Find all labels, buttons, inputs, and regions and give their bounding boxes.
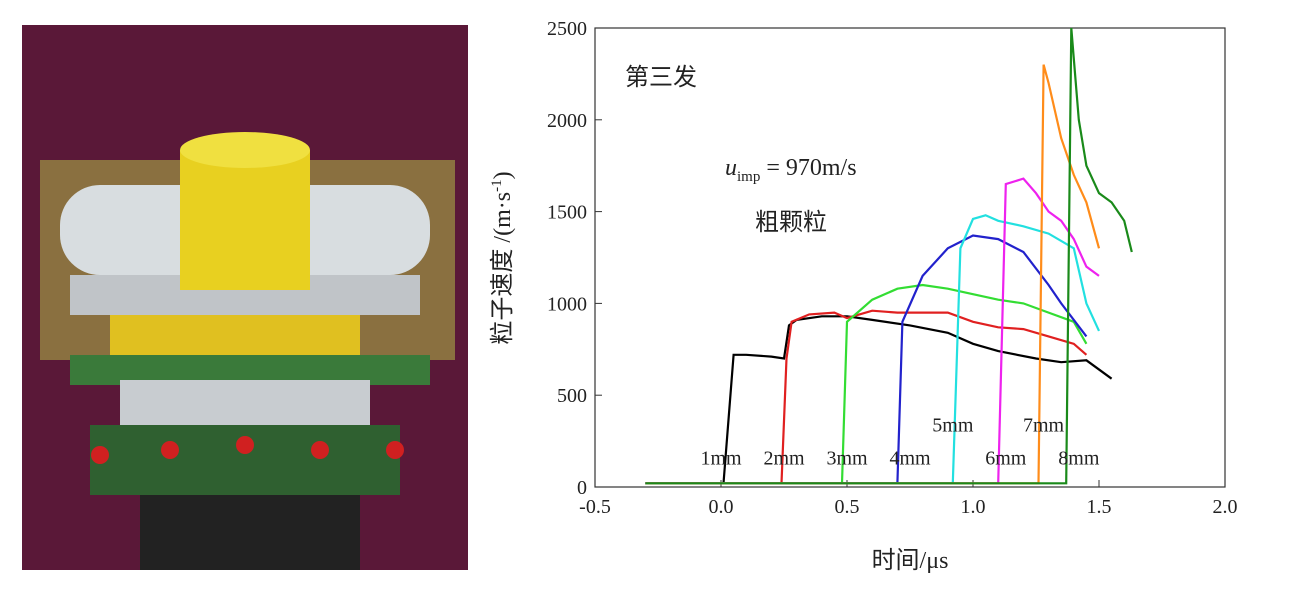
series-line — [645, 315, 1113, 485]
x-tick-label: 2.0 — [1213, 496, 1238, 518]
photo — [22, 25, 468, 570]
series-label: 8mm — [1058, 448, 1100, 470]
annotation-part: = 970m/s — [760, 155, 856, 181]
series-label: 6mm — [985, 448, 1027, 470]
series-label: 5mm — [932, 415, 974, 437]
y-label-part: ) — [490, 171, 516, 179]
x-tick-label: -0.5 — [579, 496, 611, 518]
series-line — [645, 234, 1088, 485]
y-tick-label: 0 — [577, 477, 587, 499]
series-line — [645, 309, 1088, 485]
annotation: 粗颗粒 — [755, 209, 827, 236]
y-tick-label: 1500 — [547, 202, 587, 224]
x-axis-label: 时间/μs — [872, 547, 949, 574]
y-tick-label: 2500 — [547, 18, 587, 40]
plot-frame — [594, 27, 1226, 488]
y-label-part: 粒子速度 /(m·s — [489, 192, 516, 345]
series-label: 4mm — [889, 448, 931, 470]
y-label-part: -1 — [489, 179, 505, 192]
series-line — [645, 283, 1088, 485]
x-tick-label: 0.5 — [835, 496, 860, 518]
annotation: uimp = 970m/s — [725, 155, 857, 185]
x-tick-label: 0.0 — [709, 496, 734, 518]
series-line — [645, 214, 1101, 485]
series-line — [645, 64, 1101, 485]
annotation-part: u — [725, 155, 737, 181]
series-label: 1mm — [700, 448, 742, 470]
x-tick-label: 1.0 — [961, 496, 986, 518]
series-label: 2mm — [763, 448, 805, 470]
series-label: 3mm — [826, 448, 868, 470]
annotation-part: imp — [737, 169, 760, 185]
series-label: 7mm — [1023, 415, 1065, 437]
y-tick-label: 2000 — [547, 110, 587, 132]
y-tick-label: 1000 — [547, 293, 587, 315]
x-tick-label: 1.5 — [1087, 496, 1112, 518]
series-line — [645, 27, 1133, 485]
annotation: 第三发 — [625, 64, 697, 91]
y-axis-label: 粒子速度 /(m·s-1) — [489, 171, 516, 344]
y-tick-label: 500 — [557, 385, 587, 407]
